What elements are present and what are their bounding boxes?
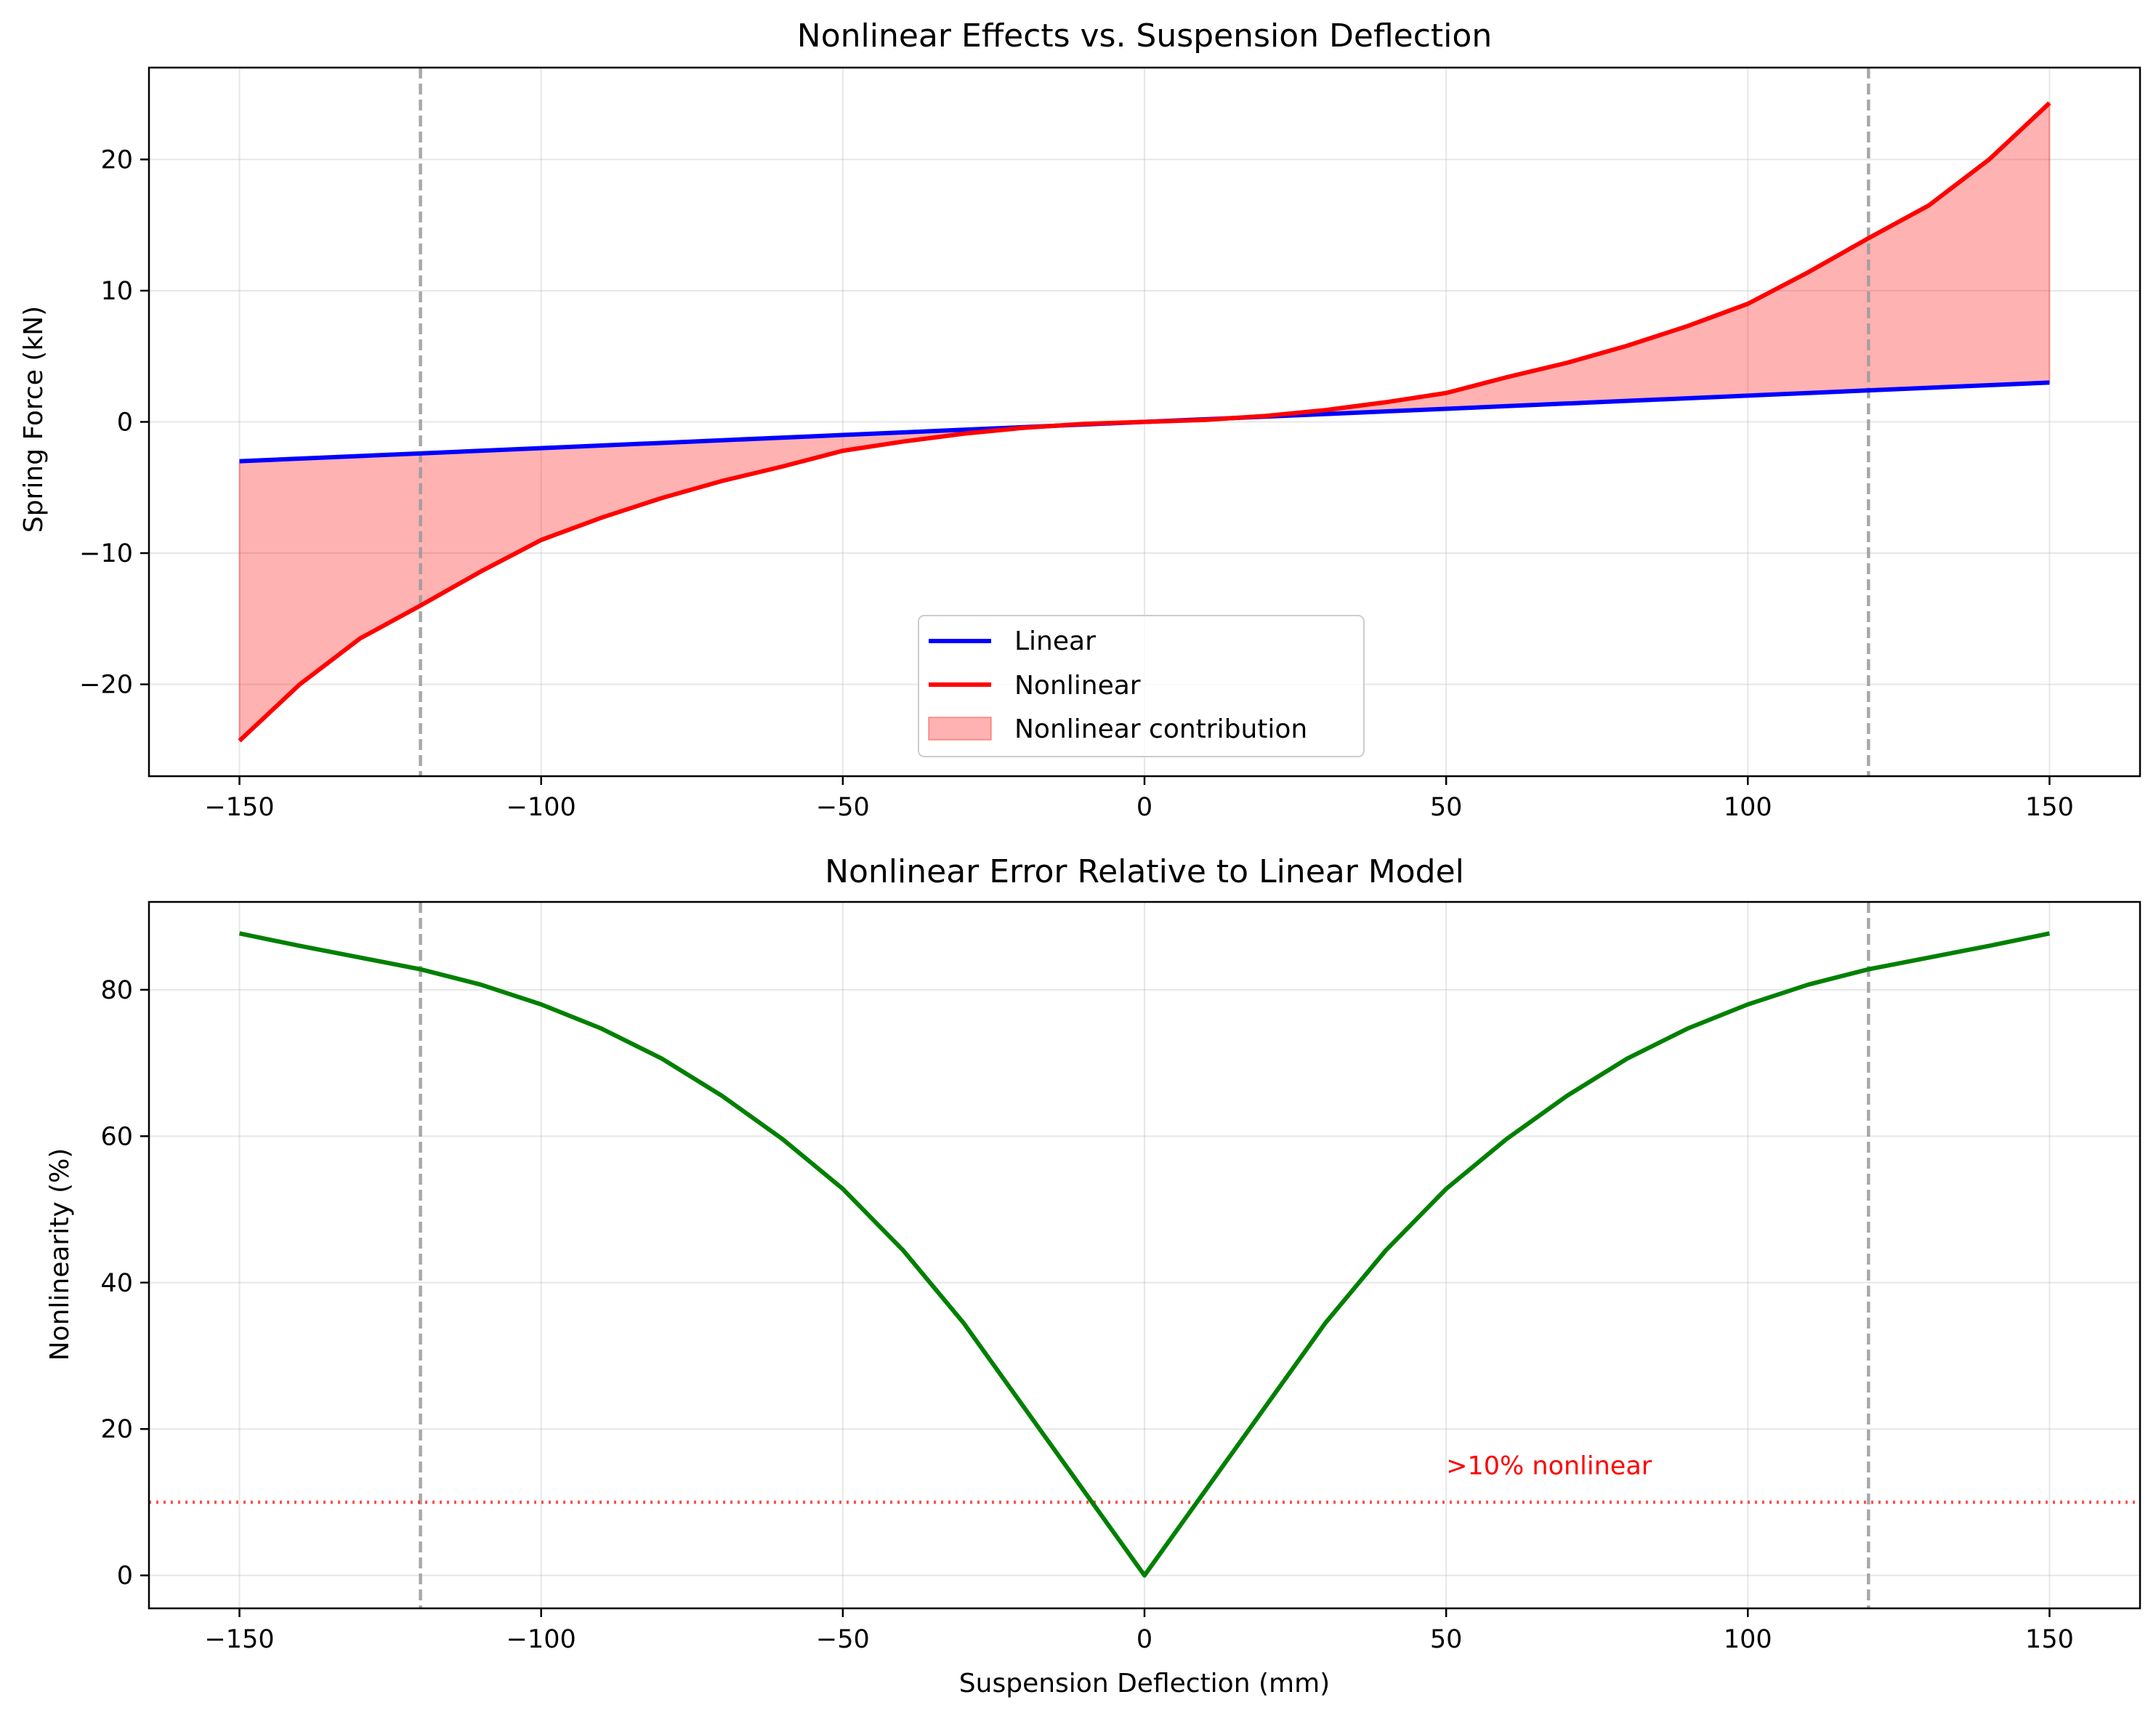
top-series-line-nonlinear: [238, 101, 2051, 743]
top-series: [238, 101, 2051, 743]
threshold-annotation: >10% nonlinear: [1446, 1452, 1652, 1481]
bottom-ticks: −150 −100 −50 0 50 100 150 0 20 40 60 80: [100, 976, 2073, 1654]
top-x-tick-label-3: 0: [1136, 793, 1152, 822]
bottom-chart-title: Nonlinear Error Relative to Linear Model: [825, 853, 1464, 890]
legend-swatch-nonlinear-contribution: [928, 717, 992, 741]
legend-box: [918, 615, 1365, 757]
bottom-y-axis-label: Nonlinearity (%): [45, 1148, 75, 1361]
top-y-tick-label-4: 20: [100, 145, 133, 174]
bottom-y-tick-label-2: 40: [100, 1269, 133, 1298]
bottom-x-tick-label-5: 100: [1724, 1625, 1772, 1654]
top-chart-title: Nonlinear Effects vs. Suspension Deflect…: [797, 17, 1492, 55]
bottom-x-tick-label-4: 50: [1430, 1625, 1463, 1654]
bottom-y-tick-label-3: 60: [100, 1122, 133, 1151]
top-x-tick-label-1: −100: [506, 793, 576, 822]
top-reference-lines: [419, 68, 1870, 776]
bottom-x-tick-label-6: 150: [2025, 1625, 2074, 1654]
top-y-tick-label-2: 0: [117, 408, 133, 438]
legend-label-linear: Linear: [1014, 626, 1096, 656]
bottom-series: [238, 931, 2051, 1578]
legend-label-nonlinear-contribution: Nonlinear contribution: [1014, 714, 1307, 744]
bottom-x-tick-label-1: −100: [506, 1625, 576, 1654]
bottom-x-tick-label-0: −150: [204, 1625, 274, 1654]
top-x-tick-label-5: 100: [1724, 793, 1772, 822]
bottom-x-axis-label: Suspension Deflection (mm): [959, 1669, 1330, 1698]
bottom-x-tick-label-3: 0: [1136, 1625, 1152, 1654]
bottom-x-tick-label-2: −50: [816, 1625, 870, 1654]
bottom-y-tick-label-0: 0: [117, 1562, 133, 1591]
top-x-tick-label-4: 50: [1430, 793, 1463, 822]
top-y-tick-label-0: −20: [79, 671, 133, 700]
bottom-y-tick-label-4: 80: [100, 976, 133, 1005]
legend: Linear Nonlinear Nonlinear contribution: [918, 615, 1365, 757]
top-y-tick-label-3: 10: [100, 277, 133, 306]
top-x-tick-label-6: 150: [2025, 793, 2074, 822]
top-x-tick-label-0: −150: [204, 793, 274, 822]
top-y-tick-label-1: −10: [79, 539, 133, 568]
bottom-reference-lines: [149, 902, 2140, 1608]
bottom-series-line-nonlinearity: [238, 931, 2051, 1578]
bottom-chart-panel: −150 −100 −50 0 50 100 150 0 20 40 60 80 Nonlinear …: [45, 853, 2141, 1698]
top-x-tick-label-2: −50: [816, 793, 870, 822]
legend-label-nonlinear: Nonlinear: [1014, 671, 1141, 701]
top-y-axis-label: Spring Force (kN): [19, 306, 49, 533]
bottom-y-tick-label-1: 20: [100, 1415, 133, 1444]
